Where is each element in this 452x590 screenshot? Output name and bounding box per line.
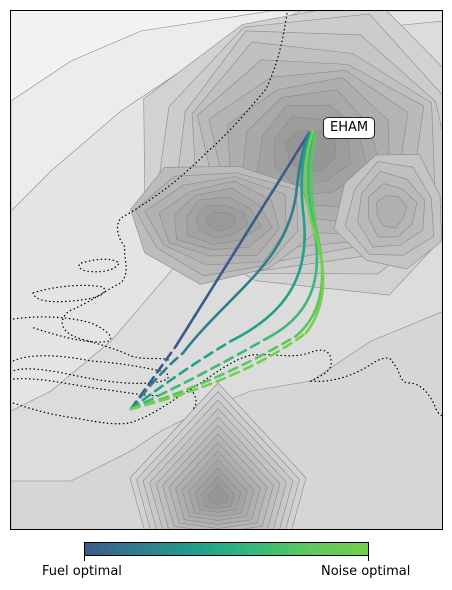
coastline-layer bbox=[12, 12, 442, 425]
route-1-approach-segment bbox=[174, 131, 311, 348]
contour-fill-layer bbox=[11, 11, 442, 529]
route-4-departure-segment bbox=[129, 334, 273, 411]
coastline-island-2 bbox=[32, 284, 106, 303]
colorbar-left-label: Fuel optimal bbox=[42, 564, 122, 579]
route-6-departure-segment bbox=[129, 331, 308, 411]
contour-ring-center bbox=[205, 211, 236, 232]
map-canvas bbox=[11, 11, 442, 529]
coastline-island-5 bbox=[12, 378, 162, 397]
colorbar-left-tick bbox=[84, 556, 85, 561]
route-3-departure-segment bbox=[129, 339, 233, 411]
route-3-approach-segment bbox=[229, 131, 313, 343]
contour-ring-south bbox=[207, 484, 229, 505]
route-1-departure-segment bbox=[129, 344, 178, 411]
route-5-approach-segment bbox=[294, 131, 324, 338]
flight-route-layer bbox=[129, 129, 325, 411]
contour-ring-east bbox=[376, 195, 408, 229]
route-2-departure-segment bbox=[129, 351, 185, 411]
colorbar-right-tick bbox=[368, 556, 369, 561]
coastline-south bbox=[12, 349, 442, 425]
map-panel: EHAM bbox=[10, 10, 443, 530]
coastline-island-4 bbox=[12, 355, 169, 384]
colorbar-right-label: Noise optimal bbox=[321, 564, 411, 579]
optimality-colorbar bbox=[84, 542, 369, 556]
airport-label-eham: EHAM bbox=[323, 117, 376, 139]
route-2-approach-segment bbox=[181, 131, 311, 355]
route-6-approach-segment bbox=[304, 129, 325, 335]
